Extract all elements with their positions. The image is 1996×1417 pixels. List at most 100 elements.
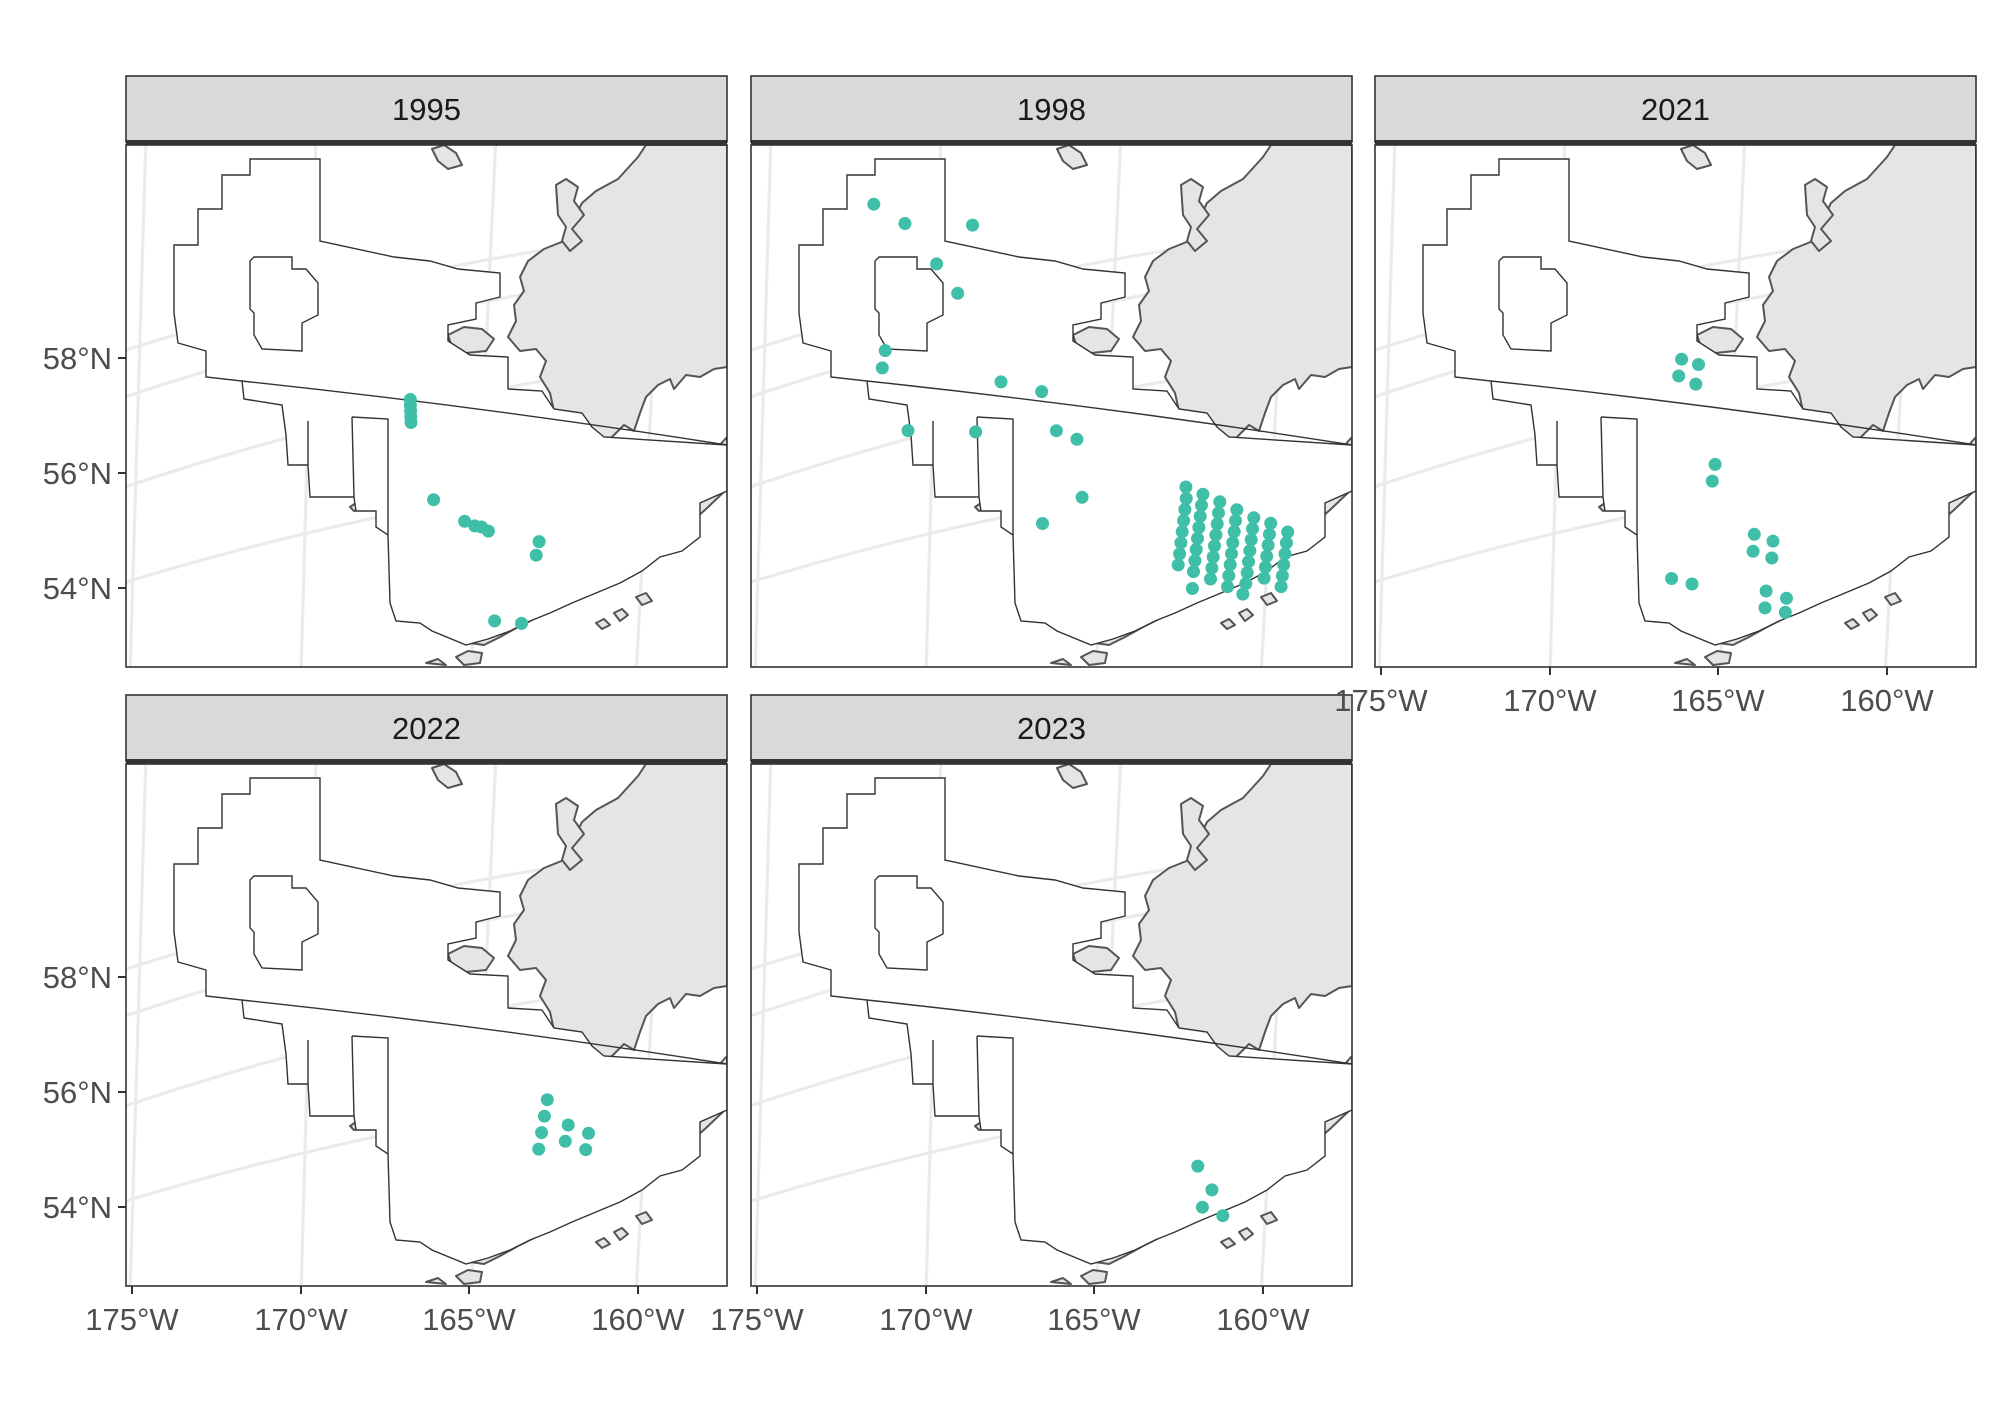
station-point (1227, 525, 1241, 539)
station-point (1747, 527, 1761, 541)
station-point (1187, 565, 1200, 579)
lon-tick-label: 175°W (85, 1302, 179, 1337)
station-point (1070, 432, 1084, 446)
station-point (1692, 358, 1705, 371)
station-point (1239, 577, 1253, 591)
station-point (1258, 560, 1272, 574)
station-point (1281, 525, 1295, 539)
panel-title-1998: 1998 (1017, 92, 1086, 127)
station-point (515, 616, 528, 630)
station-point (1205, 561, 1219, 575)
station-point (1213, 495, 1227, 509)
station-point (1705, 474, 1719, 488)
lon-tick-label: 170°W (254, 1302, 348, 1337)
station-point (1240, 566, 1254, 580)
station-point (867, 197, 881, 211)
station-point (1192, 520, 1206, 534)
station-point (1765, 551, 1779, 565)
strip-1998: 1998 (750, 75, 1353, 145)
lon-tick-label: 170°W (1503, 683, 1597, 718)
panel-title-1995: 1995 (392, 92, 461, 127)
station-point (1675, 352, 1689, 366)
station-point (1171, 558, 1185, 572)
station-point (1208, 539, 1221, 553)
lon-tick-label: 175°W (1334, 683, 1428, 718)
station-point (529, 548, 543, 562)
strip-1995: 1995 (125, 75, 728, 145)
station-point (579, 1143, 593, 1157)
station-point (488, 614, 502, 628)
station-point (1226, 536, 1240, 550)
station-point (1257, 571, 1271, 585)
map-panel-1995 (125, 144, 728, 668)
station-point (1277, 558, 1291, 572)
station-point (1204, 572, 1217, 586)
station-point (1262, 527, 1276, 541)
lat-tick-label: 56°N (43, 456, 112, 491)
station-point (878, 344, 892, 358)
station-point (404, 416, 418, 429)
station-point (1229, 514, 1242, 528)
station-point (1780, 591, 1793, 605)
station-point (1049, 424, 1063, 438)
station-point (1177, 514, 1191, 528)
station-point (1665, 572, 1679, 585)
station-point (1195, 1200, 1209, 1214)
station-point (481, 524, 495, 538)
station-point (427, 493, 441, 507)
station-point (1075, 490, 1089, 504)
station-point (1225, 547, 1238, 561)
lat-tick-label: 54°N (43, 1190, 112, 1225)
station-point (1689, 377, 1703, 391)
strip-2021: 2021 (1374, 75, 1977, 145)
station-point (1274, 580, 1288, 594)
station-point (1179, 492, 1193, 505)
station-point (1246, 522, 1259, 536)
station-point (1035, 385, 1049, 399)
station-point (1196, 487, 1210, 501)
station-point (1210, 517, 1224, 531)
station-point (1260, 549, 1274, 563)
station-point (1036, 517, 1049, 530)
station-point (532, 535, 546, 549)
station-point (1206, 550, 1220, 564)
station-point (1264, 516, 1278, 530)
map-panel-1998 (750, 144, 1353, 668)
station-point (1221, 580, 1234, 594)
station-point (582, 1126, 595, 1140)
station-point (1223, 558, 1237, 572)
panel-title-2022: 2022 (392, 711, 461, 746)
station-point (1191, 532, 1204, 545)
station-point (1708, 457, 1722, 471)
station-point (898, 217, 912, 230)
station-point (1175, 525, 1189, 539)
axes: 54°N 56°N 58°N 54°N 56°N 58°N 175°W 170°W 165°W 1… (43, 341, 1935, 1337)
lat-tick-label: 58°N (43, 341, 112, 376)
lon-tick-label: 160°W (591, 1302, 685, 1337)
station-point (1195, 498, 1208, 512)
station-point (1216, 1209, 1230, 1223)
strip-2022: 2022 (125, 694, 728, 764)
station-point (1778, 605, 1792, 619)
station-point (1174, 536, 1188, 550)
station-point (1185, 582, 1199, 595)
station-point (1188, 554, 1202, 568)
station-point (1189, 543, 1203, 556)
station-point (1236, 587, 1250, 601)
lon-tick-label: 170°W (879, 1302, 973, 1337)
station-point (532, 1142, 546, 1156)
station-point (1212, 506, 1225, 520)
station-point (969, 425, 983, 439)
station-point (1261, 538, 1275, 552)
station-point (1685, 577, 1699, 591)
lon-tick-label: 175°W (710, 1302, 804, 1337)
station-point (540, 1093, 554, 1107)
station-point (1178, 503, 1192, 516)
station-point (1746, 544, 1760, 558)
station-point (1173, 547, 1187, 561)
station-point (1230, 503, 1244, 517)
lon-tick-label: 165°W (422, 1302, 516, 1337)
station-point (561, 1118, 575, 1132)
station-point (558, 1134, 572, 1148)
